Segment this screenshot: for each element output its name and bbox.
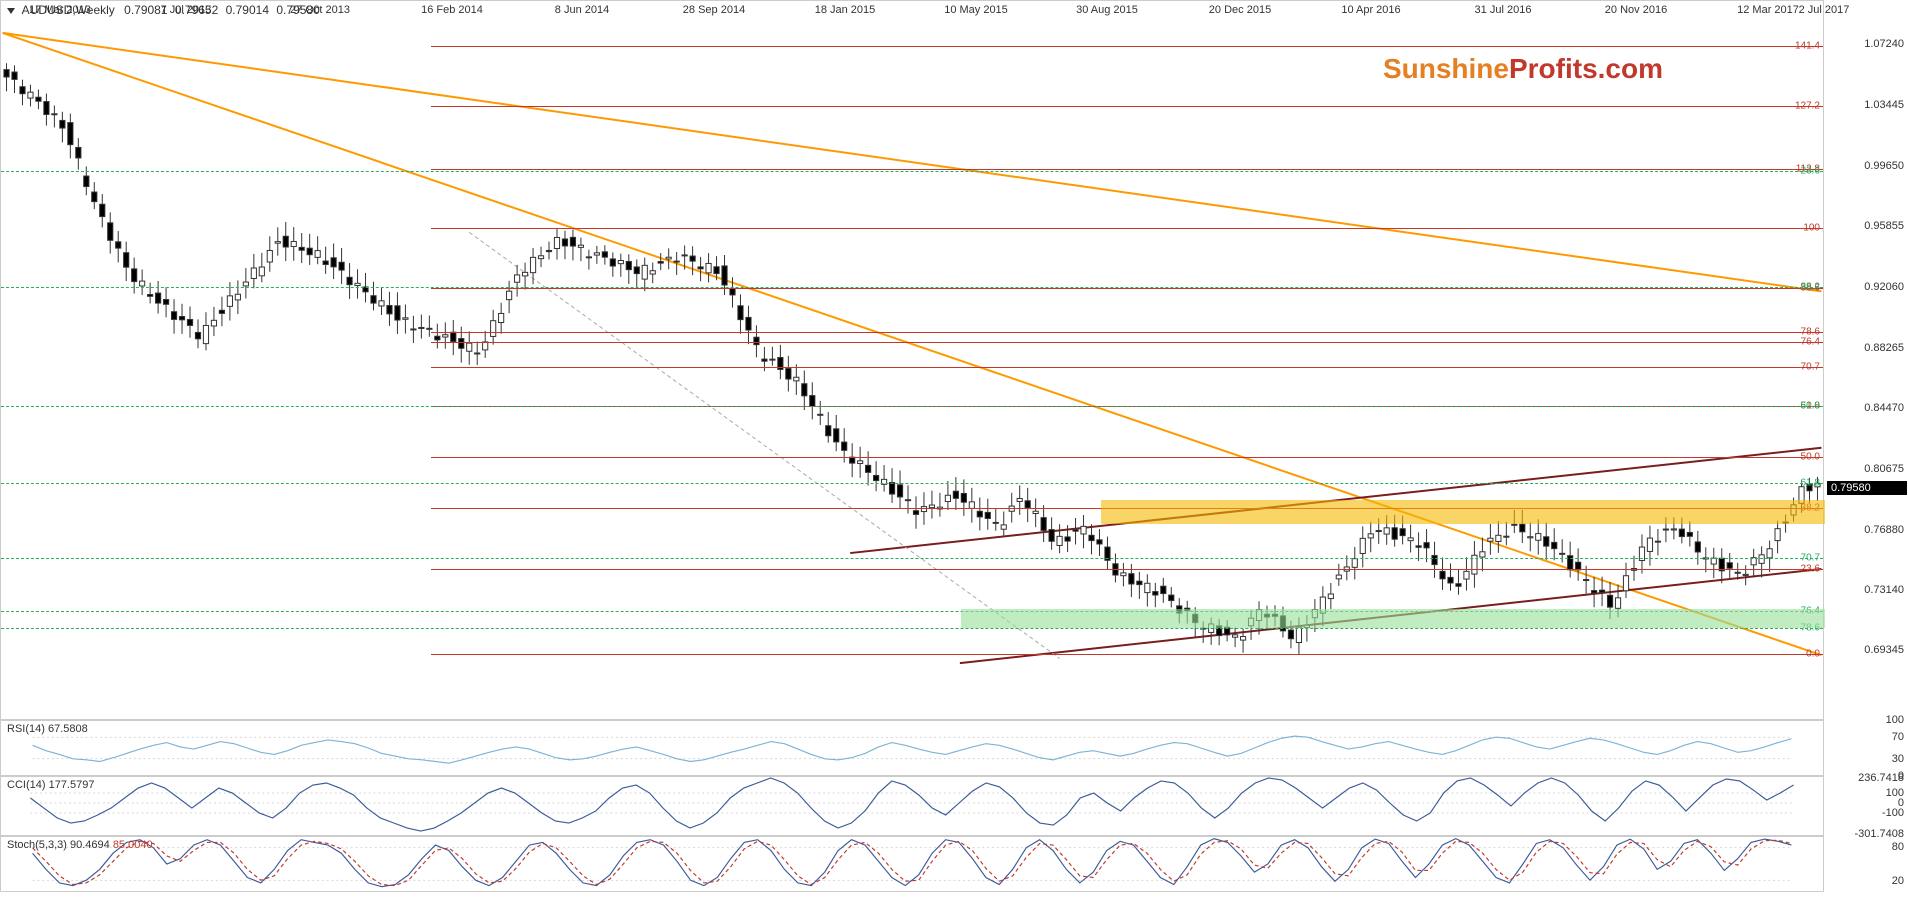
stoch-y-axis: 8020 — [1824, 836, 1908, 892]
cci-svg — [1, 777, 1823, 835]
symbol-label: AUDUSD,Weekly — [22, 3, 115, 17]
rsi-svg — [1, 721, 1823, 775]
chart-title: AUDUSD,Weekly 0.79081 0.79652 0.79014 0.… — [7, 3, 320, 17]
price-y-axis: 1.072401.034450.996500.958550.920600.882… — [1824, 0, 1908, 720]
close-value: 0.79580 — [276, 3, 319, 17]
rsi-panel[interactable]: RSI(14) 67.5808 — [0, 720, 1824, 776]
stoch-label: Stoch(5,3,3) 90.4694 85.0040 — [7, 839, 153, 851]
cci-panel[interactable]: CCI(14) 177.5797 — [0, 776, 1824, 836]
high-value: 0.79652 — [175, 3, 218, 17]
stoch-panel[interactable]: Stoch(5,3,3) 90.4694 85.0040 — [0, 836, 1824, 892]
low-value: 0.79014 — [226, 3, 269, 17]
stoch-svg — [1, 837, 1823, 891]
rsi-y-axis: 10070300 — [1824, 720, 1908, 776]
watermark: SunshineProfits.com — [1383, 53, 1663, 85]
cci-label: CCI(14) 177.5797 — [7, 779, 94, 791]
dropdown-icon[interactable] — [7, 8, 15, 14]
open-value: 0.79081 — [124, 3, 167, 17]
rsi-label: RSI(14) 67.5808 — [7, 723, 88, 735]
main-price-chart[interactable]: AUDUSD,Weekly 0.79081 0.79652 0.79014 0.… — [0, 0, 1824, 720]
cci-y-axis: 236.74181000-100-301.7408 — [1824, 776, 1908, 836]
